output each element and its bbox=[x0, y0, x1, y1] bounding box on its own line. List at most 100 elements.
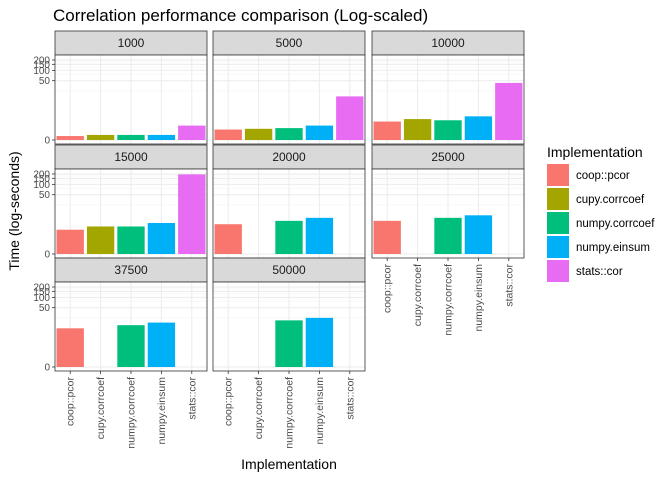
bar-numpy-corrcoef bbox=[117, 226, 145, 254]
facet-strip bbox=[371, 144, 525, 170]
y-tick-label: 0 bbox=[44, 136, 50, 147]
x-axis-title: Implementation bbox=[241, 456, 337, 472]
facet-strip bbox=[371, 30, 525, 56]
y-tick-label: 50 bbox=[39, 76, 51, 87]
facet-strip bbox=[212, 30, 366, 56]
facet-panel-10000: 10000 bbox=[371, 30, 525, 145]
x-tick-label: coop::pcor bbox=[382, 263, 394, 313]
y-tick-label: 150 bbox=[33, 287, 50, 298]
bar-numpy-corrcoef bbox=[434, 217, 462, 254]
y-tick-label: 100 bbox=[33, 180, 50, 191]
panel-border bbox=[54, 54, 208, 145]
x-tick-label: stats::cor bbox=[503, 264, 515, 307]
chart-title: Correlation performance comparison (Log-… bbox=[53, 6, 428, 25]
facet-strip bbox=[212, 144, 366, 170]
bar-coop-pcor bbox=[373, 220, 401, 254]
x-tick-label: stats::cor bbox=[186, 377, 198, 420]
legend-key bbox=[547, 212, 569, 234]
bar-cupy-corrcoef bbox=[86, 134, 115, 140]
facet-strip bbox=[54, 30, 208, 56]
legend-label: numpy.corrcoef bbox=[576, 218, 655, 230]
facet-strip bbox=[54, 144, 208, 170]
bar-numpy-corrcoef bbox=[434, 120, 462, 140]
facet-label: 1000 bbox=[118, 36, 145, 50]
legend-key bbox=[547, 260, 569, 282]
bar-coop-pcor bbox=[56, 328, 84, 367]
x-tick-label: cupy.corrcoef bbox=[412, 264, 424, 326]
x-tick-label: numpy.corrcoef bbox=[284, 377, 296, 449]
y-tick-label: 0 bbox=[44, 250, 50, 261]
y-tick-label: 200 bbox=[33, 56, 50, 67]
y-tick-label: 100 bbox=[33, 293, 50, 304]
panel-border bbox=[212, 54, 366, 145]
y-tick-label: 150 bbox=[33, 60, 50, 71]
bar-numpy-einsum bbox=[305, 217, 334, 254]
y-tick-label: 150 bbox=[33, 174, 50, 185]
panel-border bbox=[371, 54, 525, 145]
x-tick-label: numpy.einsum bbox=[314, 377, 326, 445]
legend-key bbox=[547, 164, 569, 186]
x-tick-label: coop::pcor bbox=[65, 376, 77, 426]
legend-label: stats::cor bbox=[576, 266, 623, 278]
facet-label: 10000 bbox=[431, 36, 465, 50]
bar-coop-pcor bbox=[56, 229, 84, 254]
bar-numpy-einsum bbox=[305, 317, 334, 367]
x-tick-label: numpy.corrcoef bbox=[443, 264, 455, 336]
bar-coop-pcor bbox=[373, 121, 401, 140]
y-tick-label: 200 bbox=[33, 170, 50, 181]
bar-numpy-corrcoef bbox=[117, 325, 145, 367]
bar-cupy-corrcoef bbox=[403, 119, 432, 140]
bar-numpy-einsum bbox=[147, 223, 176, 254]
x-tick-label: cupy.corrcoef bbox=[253, 377, 265, 439]
facet-label: 20000 bbox=[272, 150, 306, 164]
x-tick-label: stats::cor bbox=[344, 377, 356, 420]
bar-numpy-einsum bbox=[147, 134, 176, 140]
bar-numpy-einsum bbox=[464, 215, 493, 254]
y-tick-label: 50 bbox=[39, 303, 51, 314]
bar-stats-cor bbox=[495, 82, 523, 140]
facet-label: 37500 bbox=[114, 263, 148, 277]
facet-strip bbox=[54, 257, 208, 283]
y-tick-label: 0 bbox=[44, 363, 50, 374]
y-tick-label: 200 bbox=[33, 283, 50, 294]
bar-stats-cor bbox=[178, 125, 206, 140]
y-tick-label: 50 bbox=[39, 190, 51, 201]
x-tick-label: numpy.einsum bbox=[156, 377, 168, 445]
facet-label: 5000 bbox=[276, 36, 303, 50]
bar-numpy-einsum bbox=[464, 116, 493, 140]
facet-panel-20000: 20000 bbox=[212, 144, 366, 259]
legend-label: coop::pcor bbox=[576, 170, 630, 182]
bar-cupy-corrcoef bbox=[86, 226, 115, 254]
bar-cupy-corrcoef bbox=[244, 128, 273, 140]
legend-key bbox=[547, 188, 569, 210]
legend-label: cupy.corrcoef bbox=[576, 194, 645, 206]
bar-coop-pcor bbox=[214, 224, 242, 254]
bar-numpy-corrcoef bbox=[275, 320, 303, 367]
bar-stats-cor bbox=[178, 174, 206, 254]
facet-label: 25000 bbox=[431, 150, 465, 164]
legend-title: Implementation bbox=[547, 144, 643, 160]
x-tick-label: numpy.corrcoef bbox=[126, 377, 138, 449]
x-tick-label: cupy.corrcoef bbox=[95, 377, 107, 439]
bar-numpy-corrcoef bbox=[275, 220, 303, 254]
facet-label: 15000 bbox=[114, 150, 148, 164]
bar-numpy-einsum bbox=[147, 322, 176, 367]
facet-panel-5000: 5000 bbox=[212, 30, 366, 145]
legend-key bbox=[547, 236, 569, 258]
y-axis-title: Time (log-seconds) bbox=[6, 151, 22, 270]
legend: Implementation coop::pcorcupy.corrcoefnu… bbox=[547, 144, 655, 282]
x-tick-label: numpy.einsum bbox=[473, 264, 485, 332]
facet-label: 50000 bbox=[272, 263, 306, 277]
bar-numpy-corrcoef bbox=[117, 134, 145, 140]
bar-coop-pcor bbox=[214, 129, 242, 140]
legend-label: numpy.einsum bbox=[576, 242, 650, 254]
bar-numpy-corrcoef bbox=[275, 128, 303, 140]
bar-stats-cor bbox=[336, 96, 364, 140]
